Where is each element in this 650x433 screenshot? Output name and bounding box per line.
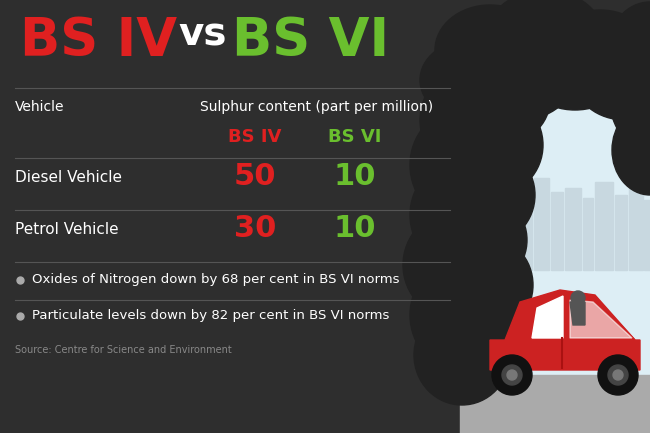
Bar — [583, 198, 593, 270]
Ellipse shape — [545, 10, 650, 100]
Bar — [472, 190, 486, 270]
Ellipse shape — [440, 285, 540, 375]
Bar — [565, 188, 581, 270]
Ellipse shape — [595, 30, 650, 110]
Ellipse shape — [420, 40, 520, 120]
Polygon shape — [520, 292, 635, 340]
Ellipse shape — [403, 210, 513, 320]
Bar — [595, 182, 613, 270]
Text: 10: 10 — [333, 214, 376, 243]
Bar — [615, 195, 627, 270]
Text: Vehicle: Vehicle — [15, 100, 64, 114]
Text: 10: 10 — [333, 162, 376, 191]
Text: Oxides of Nitrogen down by 68 per cent in BS VI norms: Oxides of Nitrogen down by 68 per cent i… — [32, 273, 400, 286]
Ellipse shape — [608, 2, 650, 98]
Polygon shape — [570, 302, 585, 325]
Ellipse shape — [445, 147, 535, 243]
Ellipse shape — [410, 110, 510, 220]
Polygon shape — [570, 300, 632, 338]
Bar — [522, 195, 532, 270]
Ellipse shape — [414, 305, 510, 405]
Text: 30: 30 — [234, 214, 276, 243]
Ellipse shape — [447, 95, 543, 195]
Polygon shape — [490, 290, 640, 370]
Polygon shape — [460, 375, 650, 433]
Ellipse shape — [520, 20, 630, 110]
Polygon shape — [532, 296, 563, 338]
Text: BS IV: BS IV — [20, 15, 177, 67]
Bar — [502, 185, 520, 270]
Ellipse shape — [443, 195, 527, 285]
Polygon shape — [460, 80, 650, 395]
Ellipse shape — [435, 5, 545, 95]
Circle shape — [608, 365, 628, 385]
Text: Sulphur content (part per million): Sulphur content (part per million) — [200, 100, 433, 114]
Ellipse shape — [410, 260, 510, 370]
Bar — [629, 185, 643, 270]
Circle shape — [507, 370, 517, 380]
Text: Petrol Vehicle: Petrol Vehicle — [15, 222, 118, 237]
Ellipse shape — [465, 30, 575, 120]
Text: BS VI: BS VI — [328, 128, 382, 146]
Text: Particulate levels down by 82 per cent in BS VI norms: Particulate levels down by 82 per cent i… — [32, 309, 389, 322]
Ellipse shape — [610, 50, 650, 150]
Text: BS VI: BS VI — [232, 15, 389, 67]
Circle shape — [613, 370, 623, 380]
Ellipse shape — [612, 105, 650, 195]
Bar — [488, 200, 500, 270]
Text: Source: Centre for Science and Environment: Source: Centre for Science and Environme… — [15, 345, 232, 355]
Ellipse shape — [420, 70, 510, 170]
Ellipse shape — [410, 160, 514, 270]
Ellipse shape — [443, 237, 533, 333]
Bar — [534, 178, 549, 270]
Bar — [551, 192, 563, 270]
Ellipse shape — [450, 55, 550, 145]
Circle shape — [598, 355, 638, 395]
Text: 50: 50 — [234, 162, 276, 191]
Circle shape — [502, 365, 522, 385]
Bar — [644, 200, 650, 270]
Circle shape — [571, 291, 585, 305]
Text: vs: vs — [178, 15, 226, 53]
Ellipse shape — [485, 0, 605, 90]
Text: Diesel Vehicle: Diesel Vehicle — [15, 170, 122, 185]
Ellipse shape — [575, 40, 650, 120]
Circle shape — [492, 355, 532, 395]
Text: BS IV: BS IV — [228, 128, 281, 146]
